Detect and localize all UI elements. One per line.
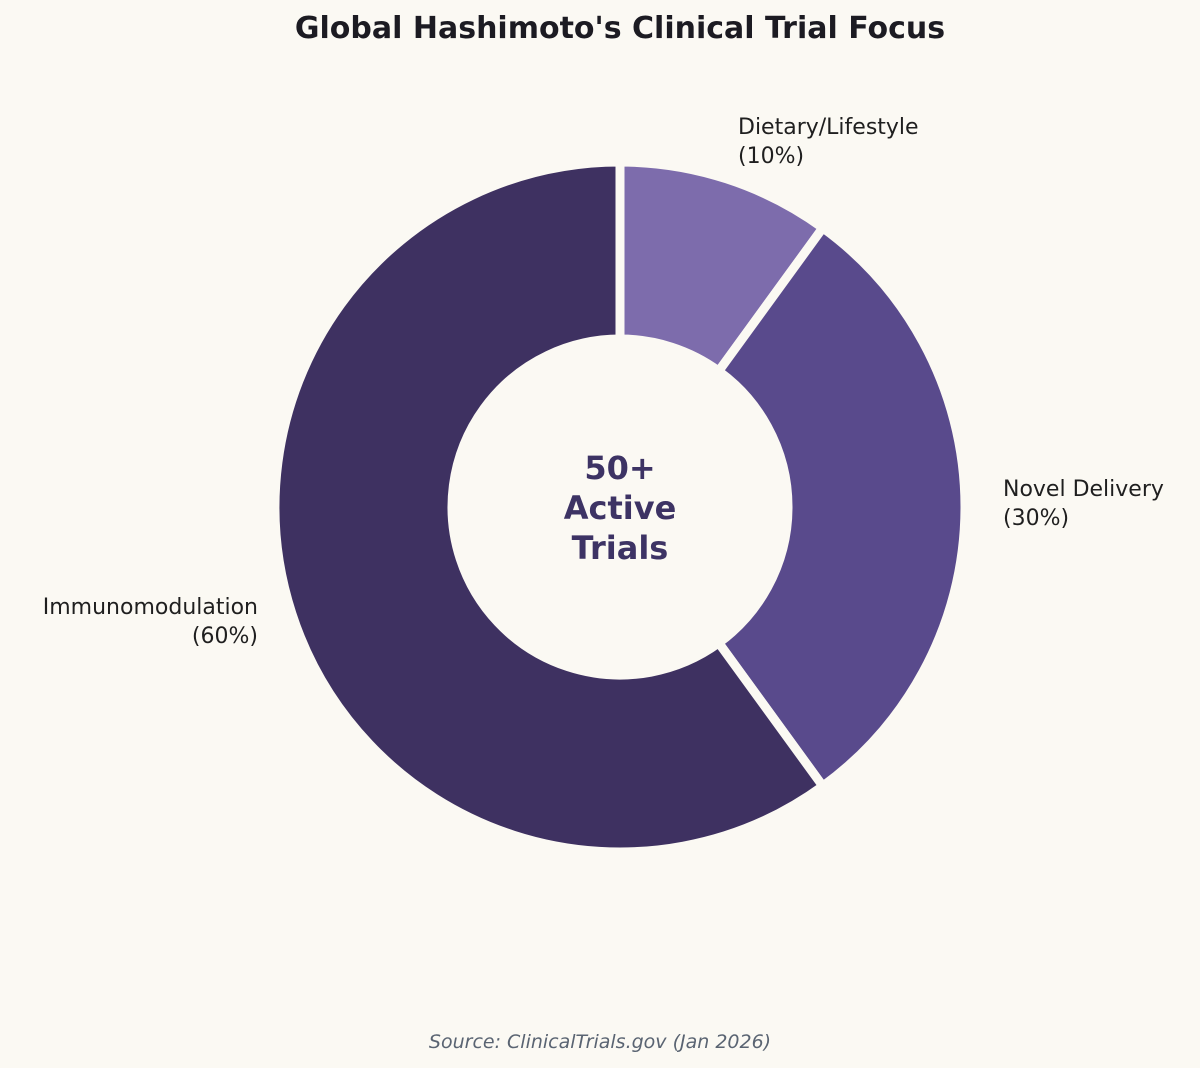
pie-slice-novel-delivery [712,221,970,793]
slice-label-immunomodulation: Immunomodulation (60%) [43,593,258,652]
slice-label-text: Immunomodulation [42,595,258,620]
pie-slice-dietary-lifestyle [615,157,830,378]
pie-slice-immunomodulation [270,157,830,857]
slice-label-percent: (10%) [738,144,805,170]
source-note: Source: ClinicalTrials.gov (Jan 2026) [428,1031,772,1053]
slice-label-text: Dietary/Lifestyle [738,115,919,140]
slice-label-dietary-lifestyle: Dietary/Lifestyle (10%) [738,113,919,172]
slice-label-text: Novel Delivery [1003,477,1164,502]
chart-title: Global Hashimoto's Clinical Trial Focus [294,11,946,46]
slice-label-percent: (30%) [1003,506,1070,532]
center-label-line2: Active [563,489,677,527]
center-label-line1: 50+ [584,449,656,487]
center-label-line3: Trials [571,529,669,567]
slice-label-novel-delivery: Novel Delivery (30%) [1003,475,1164,534]
donut-center-label: 50+ Active Trials [564,448,677,568]
slice-label-percent: (60%) [191,624,258,650]
